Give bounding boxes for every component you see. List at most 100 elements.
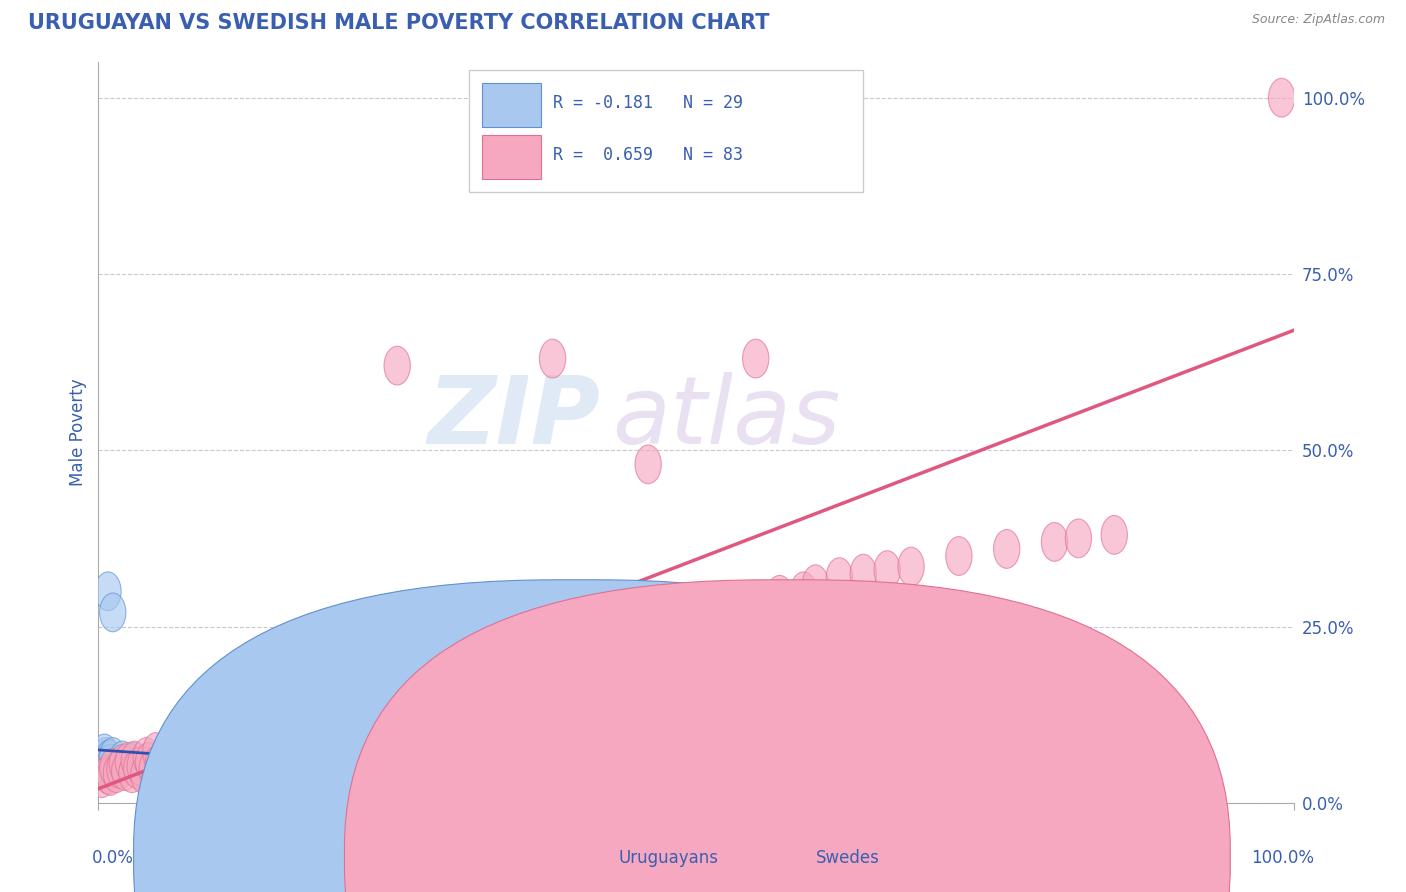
Ellipse shape <box>851 554 876 593</box>
Ellipse shape <box>336 674 363 713</box>
Ellipse shape <box>827 558 852 597</box>
Ellipse shape <box>396 660 422 698</box>
Ellipse shape <box>516 624 541 664</box>
Ellipse shape <box>87 741 114 780</box>
Ellipse shape <box>193 752 219 790</box>
Ellipse shape <box>91 734 118 772</box>
Ellipse shape <box>131 756 157 794</box>
Ellipse shape <box>408 653 434 692</box>
Text: 100.0%: 100.0% <box>1251 849 1315 867</box>
Ellipse shape <box>683 593 709 632</box>
Ellipse shape <box>349 671 374 709</box>
Text: Source: ZipAtlas.com: Source: ZipAtlas.com <box>1251 13 1385 27</box>
Ellipse shape <box>121 741 148 780</box>
Ellipse shape <box>118 754 145 793</box>
Ellipse shape <box>360 679 387 718</box>
Ellipse shape <box>288 695 315 734</box>
Ellipse shape <box>1268 78 1295 117</box>
Ellipse shape <box>94 756 121 794</box>
Ellipse shape <box>540 778 565 816</box>
Ellipse shape <box>1018 624 1043 664</box>
Ellipse shape <box>468 635 494 674</box>
Ellipse shape <box>264 698 291 738</box>
Ellipse shape <box>444 769 470 808</box>
Ellipse shape <box>707 586 733 624</box>
Ellipse shape <box>139 749 166 789</box>
Ellipse shape <box>193 734 219 772</box>
Ellipse shape <box>612 604 637 642</box>
Ellipse shape <box>96 739 122 779</box>
Ellipse shape <box>163 729 190 767</box>
Ellipse shape <box>875 550 900 590</box>
Ellipse shape <box>946 537 972 575</box>
Ellipse shape <box>479 632 506 671</box>
Ellipse shape <box>124 749 150 789</box>
Ellipse shape <box>551 618 578 657</box>
Text: Uruguayans: Uruguayans <box>619 849 718 867</box>
Ellipse shape <box>503 628 530 667</box>
Ellipse shape <box>301 685 326 723</box>
Ellipse shape <box>111 752 138 790</box>
Ellipse shape <box>217 716 243 756</box>
Ellipse shape <box>89 749 115 789</box>
Ellipse shape <box>107 749 134 789</box>
Ellipse shape <box>636 600 661 639</box>
Ellipse shape <box>325 678 350 716</box>
Ellipse shape <box>1066 519 1091 558</box>
Ellipse shape <box>264 759 291 797</box>
Ellipse shape <box>1042 523 1067 561</box>
Ellipse shape <box>994 530 1019 568</box>
Ellipse shape <box>970 615 995 653</box>
Ellipse shape <box>636 445 661 483</box>
Ellipse shape <box>803 565 828 604</box>
Ellipse shape <box>150 738 177 776</box>
Ellipse shape <box>174 725 201 764</box>
Ellipse shape <box>121 742 148 781</box>
Ellipse shape <box>731 582 756 621</box>
FancyBboxPatch shape <box>482 135 541 178</box>
Ellipse shape <box>540 339 565 378</box>
Ellipse shape <box>94 572 121 611</box>
Ellipse shape <box>229 713 254 752</box>
Ellipse shape <box>420 657 446 695</box>
Ellipse shape <box>110 745 135 783</box>
Ellipse shape <box>94 747 120 786</box>
Text: Swedes: Swedes <box>815 849 879 867</box>
Text: R =  0.659   N = 83: R = 0.659 N = 83 <box>553 146 742 164</box>
Ellipse shape <box>135 742 162 781</box>
Ellipse shape <box>115 745 142 783</box>
Ellipse shape <box>100 748 127 787</box>
Ellipse shape <box>277 692 302 731</box>
Ellipse shape <box>325 763 350 801</box>
Ellipse shape <box>100 593 127 632</box>
Ellipse shape <box>145 745 172 783</box>
Ellipse shape <box>540 632 565 671</box>
Ellipse shape <box>127 747 153 786</box>
Ellipse shape <box>181 749 207 789</box>
Ellipse shape <box>790 572 817 611</box>
Ellipse shape <box>205 756 231 794</box>
Text: ZIP: ZIP <box>427 372 600 464</box>
Ellipse shape <box>145 749 172 789</box>
Ellipse shape <box>169 747 195 786</box>
Ellipse shape <box>229 756 254 796</box>
Ellipse shape <box>100 738 127 776</box>
Ellipse shape <box>134 747 159 786</box>
FancyBboxPatch shape <box>482 83 541 127</box>
Ellipse shape <box>444 646 470 685</box>
Ellipse shape <box>659 597 685 635</box>
Ellipse shape <box>742 339 769 378</box>
Ellipse shape <box>157 742 183 781</box>
Ellipse shape <box>240 707 267 746</box>
Ellipse shape <box>97 745 124 783</box>
Y-axis label: Male Poverty: Male Poverty <box>69 379 87 486</box>
Ellipse shape <box>898 547 924 586</box>
Ellipse shape <box>89 759 115 797</box>
Ellipse shape <box>103 754 129 793</box>
Ellipse shape <box>115 742 142 781</box>
Ellipse shape <box>93 738 118 776</box>
Ellipse shape <box>922 604 948 642</box>
Ellipse shape <box>127 748 153 787</box>
Ellipse shape <box>142 732 169 772</box>
Ellipse shape <box>384 765 411 805</box>
